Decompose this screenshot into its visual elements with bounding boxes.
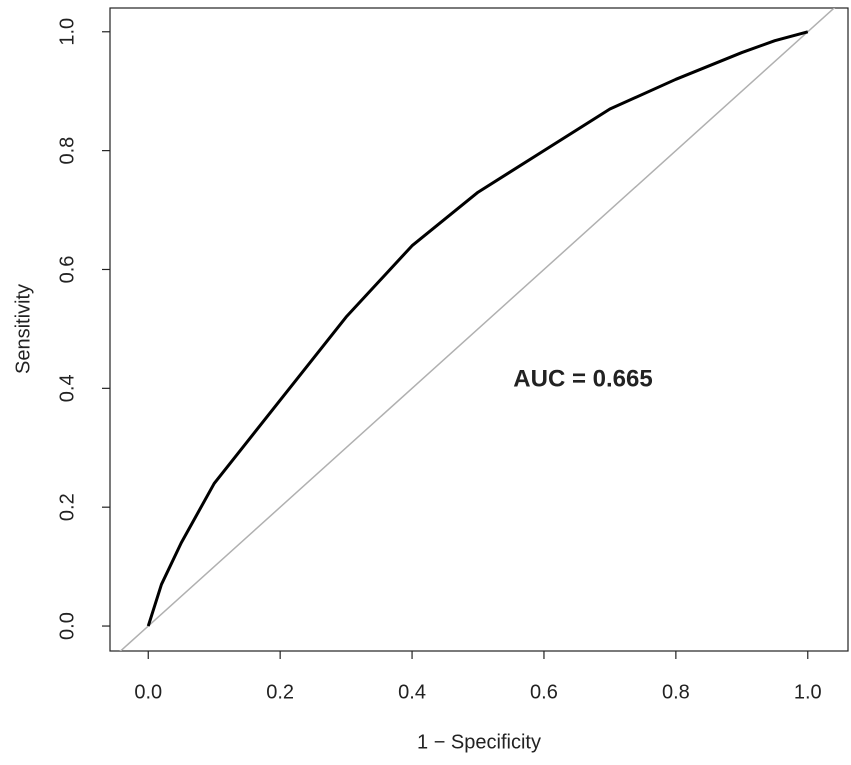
x-tick-label: 0.2	[266, 681, 294, 703]
y-tick-label: 0.4	[56, 374, 78, 402]
x-axis-label: 1 − Specificity	[417, 731, 541, 753]
x-tick-label: 0.8	[662, 681, 690, 703]
plot-frame	[109, 7, 849, 652]
y-tick-label: 1.0	[56, 18, 78, 46]
y-tick-label: 0.6	[56, 256, 78, 284]
auc-annotation: AUC = 0.665	[513, 365, 652, 392]
y-tick-label: 0.8	[56, 137, 78, 165]
reference-diagonal	[119, 8, 836, 651]
y-axis-label: Sensitivity	[12, 284, 34, 374]
roc-curve	[146, 30, 809, 627]
x-tick-label: 1.0	[794, 681, 822, 703]
y-tick-label: 0.2	[56, 493, 78, 521]
y-tick-label: 0.0	[56, 612, 78, 640]
x-tick-label: 0.4	[398, 681, 426, 703]
x-tick-label: 0.6	[530, 681, 558, 703]
x-tick-label: 0.0	[134, 681, 162, 703]
